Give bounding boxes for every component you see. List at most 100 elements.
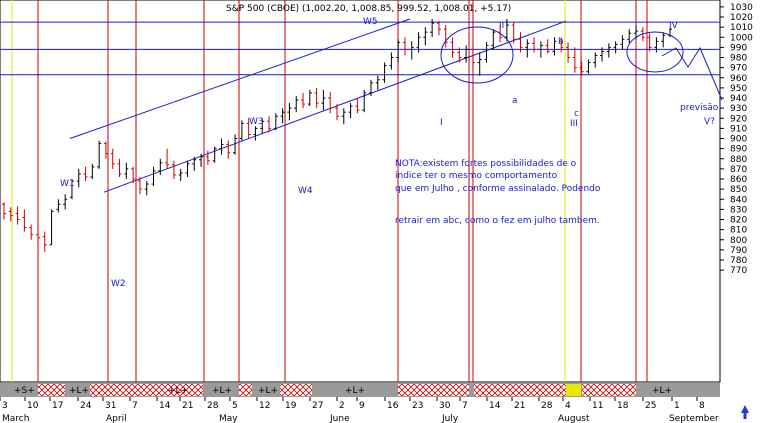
y-tick-label: 1020 [730,13,753,23]
ohlc-bar [600,47,605,62]
forecast-path [661,46,723,101]
ohlc-bar [613,41,618,54]
ohlc-bar [559,37,564,53]
month-label-march: March [2,414,29,423]
ohlc-bar [355,98,360,114]
y-tick-label: 860 [730,175,747,185]
ohlc-bar [233,134,238,155]
x-tick-label: 14 [489,401,501,411]
ohlc-bar [273,113,278,131]
ohlc-bar [606,43,611,58]
y-tick-label: 950 [730,84,747,94]
wave-label-w1: W1 [60,179,75,189]
ohlc-bar [69,179,74,200]
x-tick-label: 1 [674,401,680,411]
ohlc-bar [647,33,652,52]
ohlc-bar [287,103,292,121]
signal-hatch [38,384,65,396]
x-tick-label: 28 [541,401,553,411]
ohlc-bar [137,176,142,195]
ohlc-bar [382,62,387,83]
signal-hatch [280,384,312,396]
ohlc-bar [593,52,598,68]
ohlc-bar [654,37,659,53]
note-line-2: indice ter o mesmo comportamento [395,171,558,181]
signal-label: +L+ [69,386,89,396]
ohlc-bar [518,32,523,53]
wave-label-b: b [558,37,564,47]
ohlc-bar [443,25,448,48]
ohlc-bar [29,224,34,240]
ohlc-bar [362,89,367,113]
note-line-4: retrair em abc, como o fez em julho tamb… [395,216,600,226]
wave-label-iii: III [570,119,578,129]
wave-label-w4: W4 [298,186,313,196]
ohlc-bar [56,199,61,213]
ohlc-bar [97,140,102,169]
wave-label-c: c [574,109,579,119]
y-tick-label: 990 [730,43,747,53]
y-tick-label: 940 [730,94,747,104]
signal-hatch [239,384,252,396]
y-tick-label: 840 [730,195,747,205]
month-label-may: May [219,414,238,423]
scroll-up-arrow-icon[interactable] [741,405,749,419]
y-tick-label: 870 [730,165,747,175]
ohlc-bar [246,118,251,139]
wave-label-i: I [440,118,443,128]
ohlc-bar [321,89,326,111]
wave-label-w2: W2 [111,279,126,289]
ohlc-bar [35,229,40,245]
x-tick-label: 5 [232,401,238,411]
ohlc-bar [586,59,591,74]
ohlc-bar [511,22,516,44]
ohlc-bar [389,52,394,70]
ohlc-bar [661,32,666,48]
y-tick-label: 810 [730,226,747,236]
ohlc-bar [436,21,441,36]
ohlc-bar [470,43,475,68]
x-tick-label: 2 [339,401,345,411]
y-tick-label: 800 [730,236,747,246]
ohlc-bar [178,168,183,182]
ohlc-bar [199,153,204,167]
ohlc-bar [402,37,407,56]
ohlc-bar [83,166,88,182]
signal-hatch [90,384,203,396]
ohlc-bar [538,41,543,58]
ellipse-july-top [440,26,514,84]
ohlc-bar [545,39,550,54]
ohlc-bar [368,79,373,96]
signal-label: +L+ [652,386,672,396]
channel-lower-line [103,20,567,193]
v-question-label: V? [704,117,715,127]
signal-label: +L+ [345,386,365,396]
x-tick-label: 4 [565,401,571,411]
signal-hatch [582,384,636,396]
x-tick-label: 11 [592,401,603,411]
y-tick-label: 890 [730,145,747,155]
y-tick-label: 850 [730,185,747,195]
ohlc-bar [103,141,108,159]
ohlc-bar [158,158,163,175]
previsao-label: previsão [680,103,719,113]
ohlc-bar [294,95,299,113]
wave-label-w3: W3 [249,117,264,127]
x-tick-label: 23 [412,401,423,411]
x-tick-label: 8 [699,401,705,411]
month-label-april: April [106,414,127,423]
y-tick-label: 1000 [730,33,753,43]
wave-label-ii: II [499,21,504,31]
x-tick-label: 7 [462,401,468,411]
ohlc-bar [151,166,156,187]
x-tick-label: 16 [387,401,399,411]
ohlc-bar [185,160,190,177]
x-tick-label: 25 [645,401,656,411]
ohlc-bar [205,150,210,165]
ohlc-bar [212,146,217,163]
ohlc-bar [423,27,428,46]
plot-area [0,0,721,383]
y-tick-label: 770 [730,266,747,276]
y-tick-label: 830 [730,205,747,215]
ohlc-bar [627,29,632,44]
